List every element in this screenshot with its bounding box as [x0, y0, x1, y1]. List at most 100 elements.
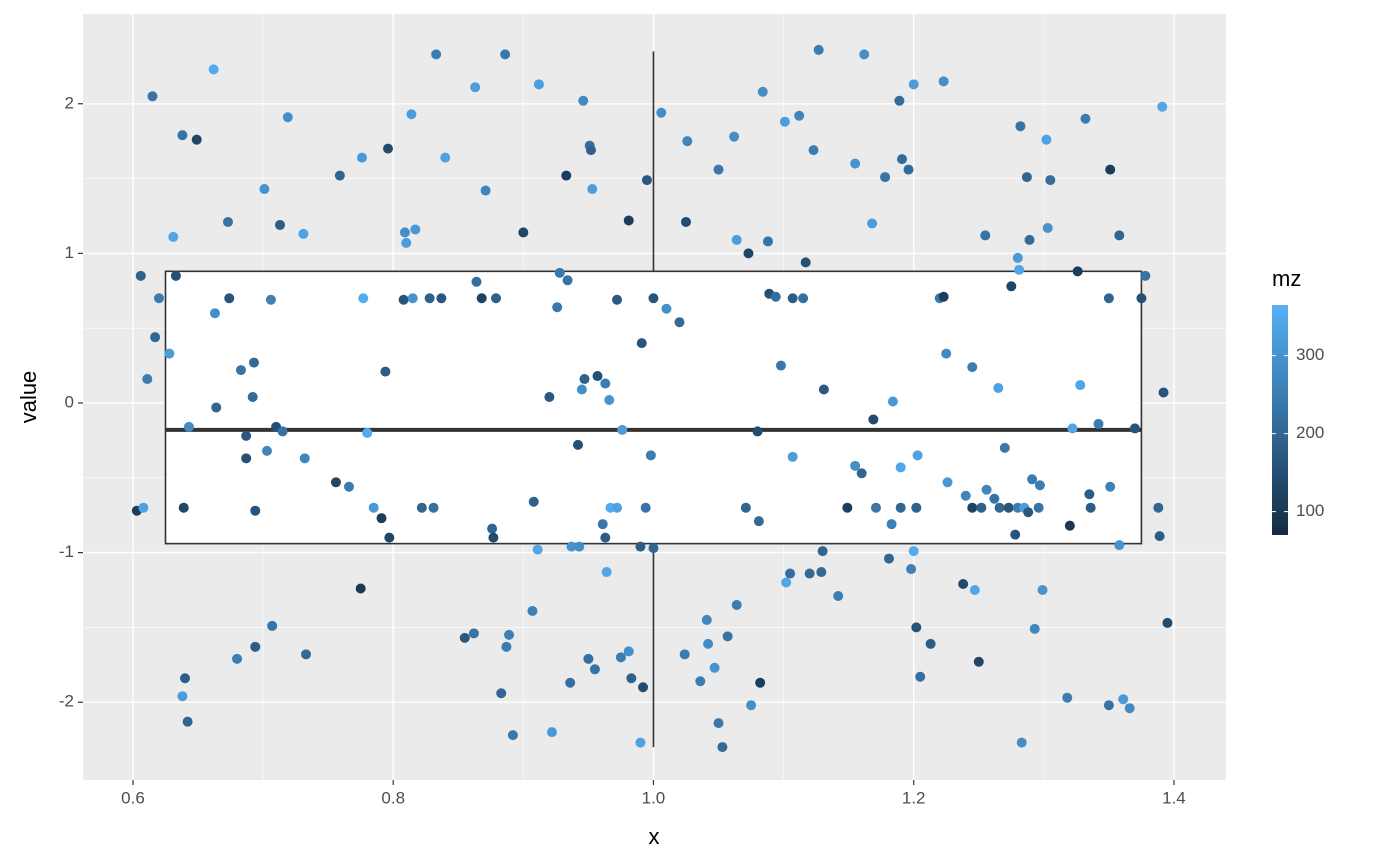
point: [731, 234, 742, 245]
point: [1136, 293, 1147, 304]
point: [908, 546, 919, 557]
point: [355, 583, 366, 594]
point: [729, 131, 740, 142]
point: [612, 294, 623, 305]
point: [993, 383, 1004, 394]
point: [1158, 387, 1169, 398]
y-tick-label: 1: [65, 243, 74, 262]
point: [1021, 172, 1032, 183]
point: [565, 677, 576, 688]
point: [1084, 489, 1095, 500]
point: [1029, 623, 1040, 634]
point: [895, 462, 906, 473]
point: [275, 219, 286, 230]
point: [680, 216, 691, 227]
point: [1027, 474, 1038, 485]
point: [908, 79, 919, 90]
point: [1075, 380, 1086, 391]
point: [870, 502, 881, 513]
point: [589, 664, 600, 675]
x-tick-label: 1.2: [902, 788, 926, 807]
point: [135, 270, 146, 281]
point: [911, 622, 922, 633]
point: [1014, 264, 1025, 275]
point: [298, 228, 309, 239]
point: [1034, 480, 1045, 491]
point: [1114, 540, 1125, 551]
point: [976, 502, 987, 513]
point: [1153, 502, 1164, 513]
point: [911, 502, 922, 513]
point: [762, 236, 773, 247]
point: [722, 631, 733, 642]
point: [248, 357, 259, 368]
point: [440, 152, 451, 163]
point: [428, 502, 439, 513]
point: [182, 716, 193, 727]
point: [164, 348, 175, 359]
point: [989, 493, 1000, 504]
point: [410, 224, 421, 235]
point: [459, 632, 470, 643]
point: [383, 143, 394, 154]
point: [1157, 101, 1168, 112]
point: [999, 442, 1010, 453]
point: [501, 641, 512, 652]
point: [380, 366, 391, 377]
point: [574, 541, 585, 552]
point: [343, 481, 354, 492]
point: [436, 293, 447, 304]
point: [1003, 502, 1014, 513]
point: [635, 737, 646, 748]
point: [299, 453, 310, 464]
point: [208, 64, 219, 75]
point: [356, 152, 367, 163]
point: [504, 629, 515, 640]
point: [604, 394, 615, 405]
point: [682, 136, 693, 147]
legend-tick-label: 200: [1296, 423, 1324, 442]
point: [740, 502, 751, 513]
point: [1114, 230, 1125, 241]
point: [241, 453, 252, 464]
legend-tick-label: 300: [1296, 345, 1324, 364]
point: [1080, 113, 1091, 124]
point: [1033, 502, 1044, 513]
point: [1140, 270, 1151, 281]
point: [586, 145, 596, 156]
point: [713, 164, 724, 175]
point: [717, 742, 728, 753]
point: [487, 523, 498, 534]
point: [895, 502, 906, 513]
point: [544, 392, 555, 402]
point: [770, 291, 781, 302]
point: [168, 231, 179, 242]
point: [713, 718, 724, 729]
point: [746, 700, 757, 711]
point: [640, 502, 651, 513]
point: [753, 516, 764, 527]
point: [816, 567, 827, 578]
point: [572, 439, 583, 450]
point: [942, 477, 953, 488]
point: [235, 365, 246, 376]
x-tick-label: 1.0: [642, 788, 666, 807]
point: [958, 579, 969, 590]
point: [277, 426, 288, 437]
point: [424, 293, 435, 304]
point: [247, 392, 258, 402]
y-tick-label: 2: [65, 93, 74, 112]
point: [842, 502, 853, 513]
point: [150, 332, 161, 343]
point: [1103, 293, 1114, 304]
point: [612, 502, 623, 513]
point: [868, 414, 879, 425]
point: [1045, 175, 1056, 186]
point: [800, 257, 811, 268]
box: [164, 270, 1143, 545]
point: [1093, 418, 1104, 429]
point: [138, 502, 149, 513]
point: [1085, 502, 1096, 513]
point: [960, 490, 971, 501]
point: [887, 396, 898, 407]
